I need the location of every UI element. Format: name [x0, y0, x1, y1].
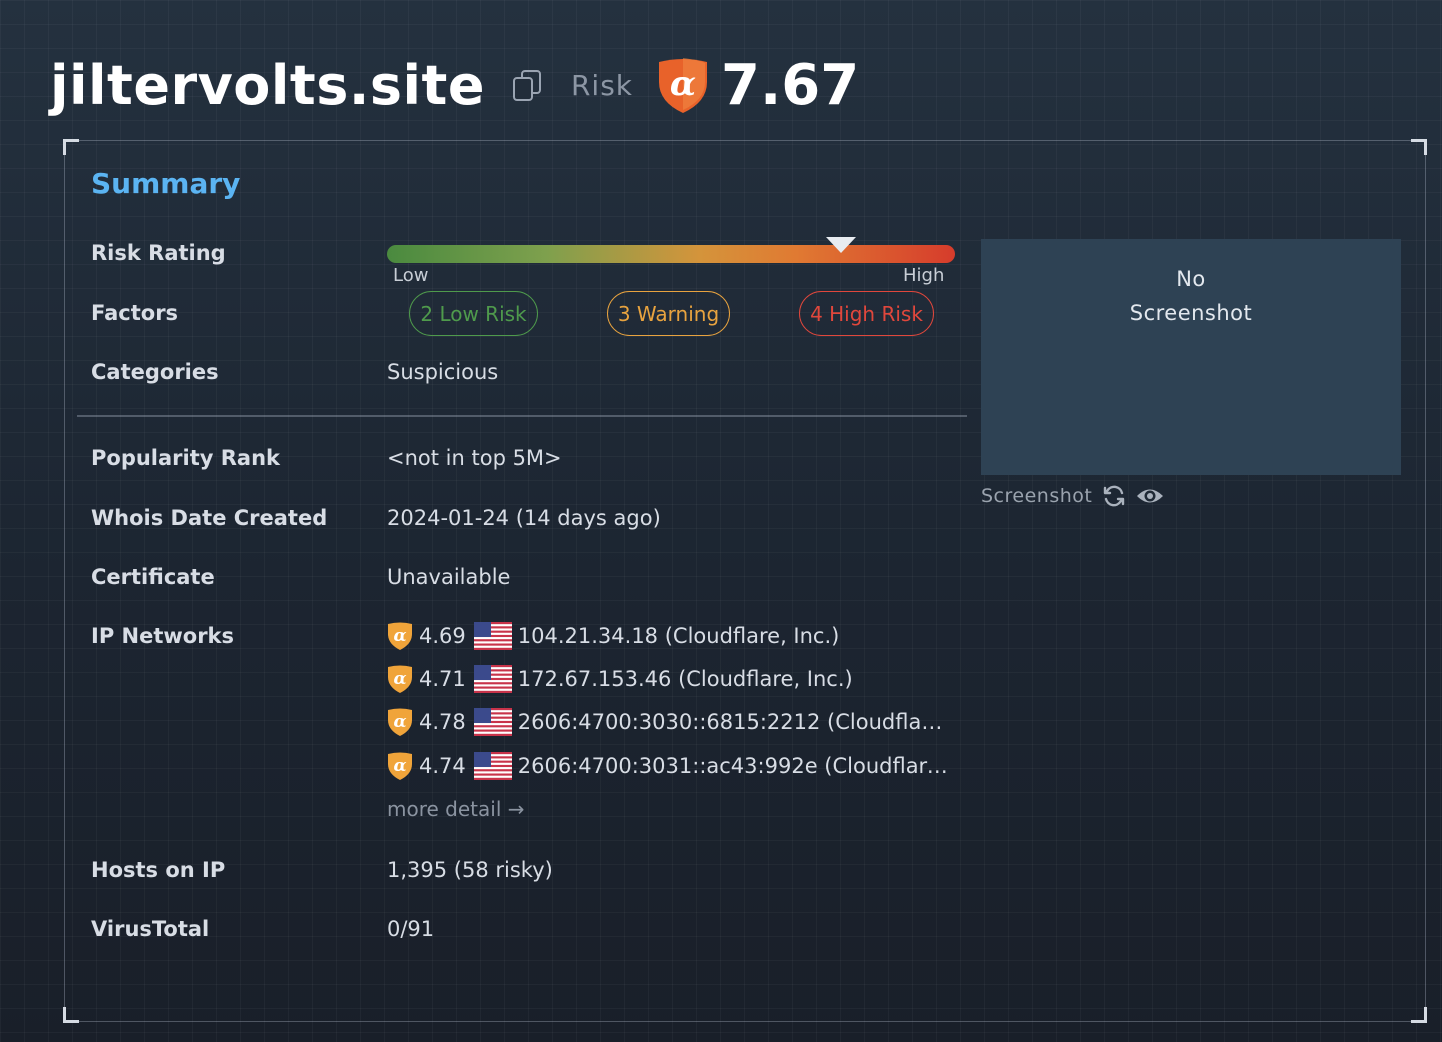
ip-risk-score: 4.69	[419, 624, 466, 648]
eye-icon[interactable]	[1136, 485, 1164, 507]
ip-network-item: α 4.71 172.67.153.46 (Cloudflare, Inc.)	[387, 664, 853, 694]
panel-corner	[63, 1007, 79, 1023]
divider	[77, 415, 967, 417]
risk-label: Risk	[570, 68, 634, 102]
page-header: jiltervolts.site Risk α 7.67	[50, 50, 859, 120]
domain-title: jiltervolts.site	[50, 53, 485, 117]
categories-label: Categories	[91, 360, 219, 384]
ip-networks-label: IP Networks	[91, 624, 235, 648]
summary-panel: Summary Risk Rating Low High Factors 2 L…	[63, 139, 1427, 1023]
factors-label: Factors	[91, 301, 179, 325]
svg-text:α: α	[393, 712, 406, 732]
ip-address-link[interactable]: 2606:4700:3030::6815:2212 (Cloudflare, I…	[517, 710, 948, 734]
ip-network-item: α 4.69 104.21.34.18 (Cloudflare, Inc.)	[387, 621, 839, 651]
panel-corner	[63, 139, 79, 155]
us-flag-icon	[473, 708, 512, 736]
certificate-label: Certificate	[91, 565, 215, 589]
hosts-on-ip-label: Hosts on IP	[91, 858, 226, 882]
whois-value: 2024-01-24 (14 days ago)	[387, 506, 661, 530]
summary-tab[interactable]: Summary	[91, 167, 241, 200]
hosts-on-ip-value: 1,395 (58 risky)	[387, 858, 553, 882]
screenshot-label: Screenshot	[981, 485, 1093, 507]
panel-corner	[1411, 139, 1427, 155]
ip-network-item: α 4.78 2606:4700:3030::6815:2212 (Cloudf…	[387, 707, 948, 737]
us-flag-icon	[473, 622, 512, 650]
risk-meter-marker	[826, 237, 857, 253]
ip-network-item: α 4.74 2606:4700:3031::ac43:992e (Cloudf…	[387, 751, 948, 781]
us-flag-icon	[473, 752, 512, 780]
alpha-shield-icon: α	[388, 708, 412, 736]
no-screenshot-text: Screenshot	[1129, 301, 1253, 325]
categories-value: Suspicious	[387, 360, 499, 384]
popularity-rank-label: Popularity Rank	[91, 446, 281, 470]
ip-address-link[interactable]: 104.21.34.18 (Cloudflare, Inc.)	[517, 624, 840, 648]
virustotal-value: 0/91	[387, 917, 435, 941]
risk-score: 7.67	[721, 52, 860, 118]
ip-risk-score: 4.78	[419, 710, 466, 734]
alpha-shield-icon: α	[659, 58, 708, 113]
risk-rating-label: Risk Rating	[91, 241, 226, 265]
whois-label: Whois Date Created	[91, 506, 328, 530]
panel-corner	[1411, 1007, 1427, 1023]
alpha-shield-icon: α	[388, 752, 412, 780]
copy-icon[interactable]	[511, 68, 545, 102]
no-screenshot-text: No	[1176, 267, 1206, 291]
us-flag-icon	[473, 665, 512, 693]
warning-factors-button[interactable]: 3 Warning	[607, 291, 730, 336]
svg-text:α: α	[393, 756, 406, 776]
meter-low-label: Low	[393, 265, 429, 286]
ip-risk-score: 4.71	[419, 667, 466, 691]
ip-address-link[interactable]: 2606:4700:3031::ac43:992e (Cloudflare, I…	[517, 754, 948, 778]
risk-meter	[387, 245, 955, 263]
svg-text:α: α	[393, 669, 406, 689]
refresh-icon[interactable]	[1102, 484, 1126, 508]
popularity-rank-value: <not in top 5M>	[387, 446, 562, 470]
alpha-shield-icon: α	[388, 665, 412, 693]
alpha-shield-icon: α	[388, 622, 412, 650]
screenshot-placeholder: No Screenshot	[981, 239, 1401, 475]
certificate-value: Unavailable	[387, 565, 511, 589]
virustotal-label: VirusTotal	[91, 917, 210, 941]
svg-text:α: α	[670, 64, 696, 104]
ip-address-link[interactable]: 172.67.153.46 (Cloudflare, Inc.)	[517, 667, 853, 691]
more-detail-link[interactable]: more detail →	[387, 797, 525, 821]
ip-risk-score: 4.74	[419, 754, 466, 778]
svg-text:α: α	[393, 626, 406, 646]
low-risk-factors-button[interactable]: 2 Low Risk	[409, 291, 538, 336]
meter-high-label: High	[903, 265, 945, 286]
high-risk-factors-button[interactable]: 4 High Risk	[799, 291, 934, 336]
screenshot-footer: Screenshot	[981, 484, 1164, 508]
